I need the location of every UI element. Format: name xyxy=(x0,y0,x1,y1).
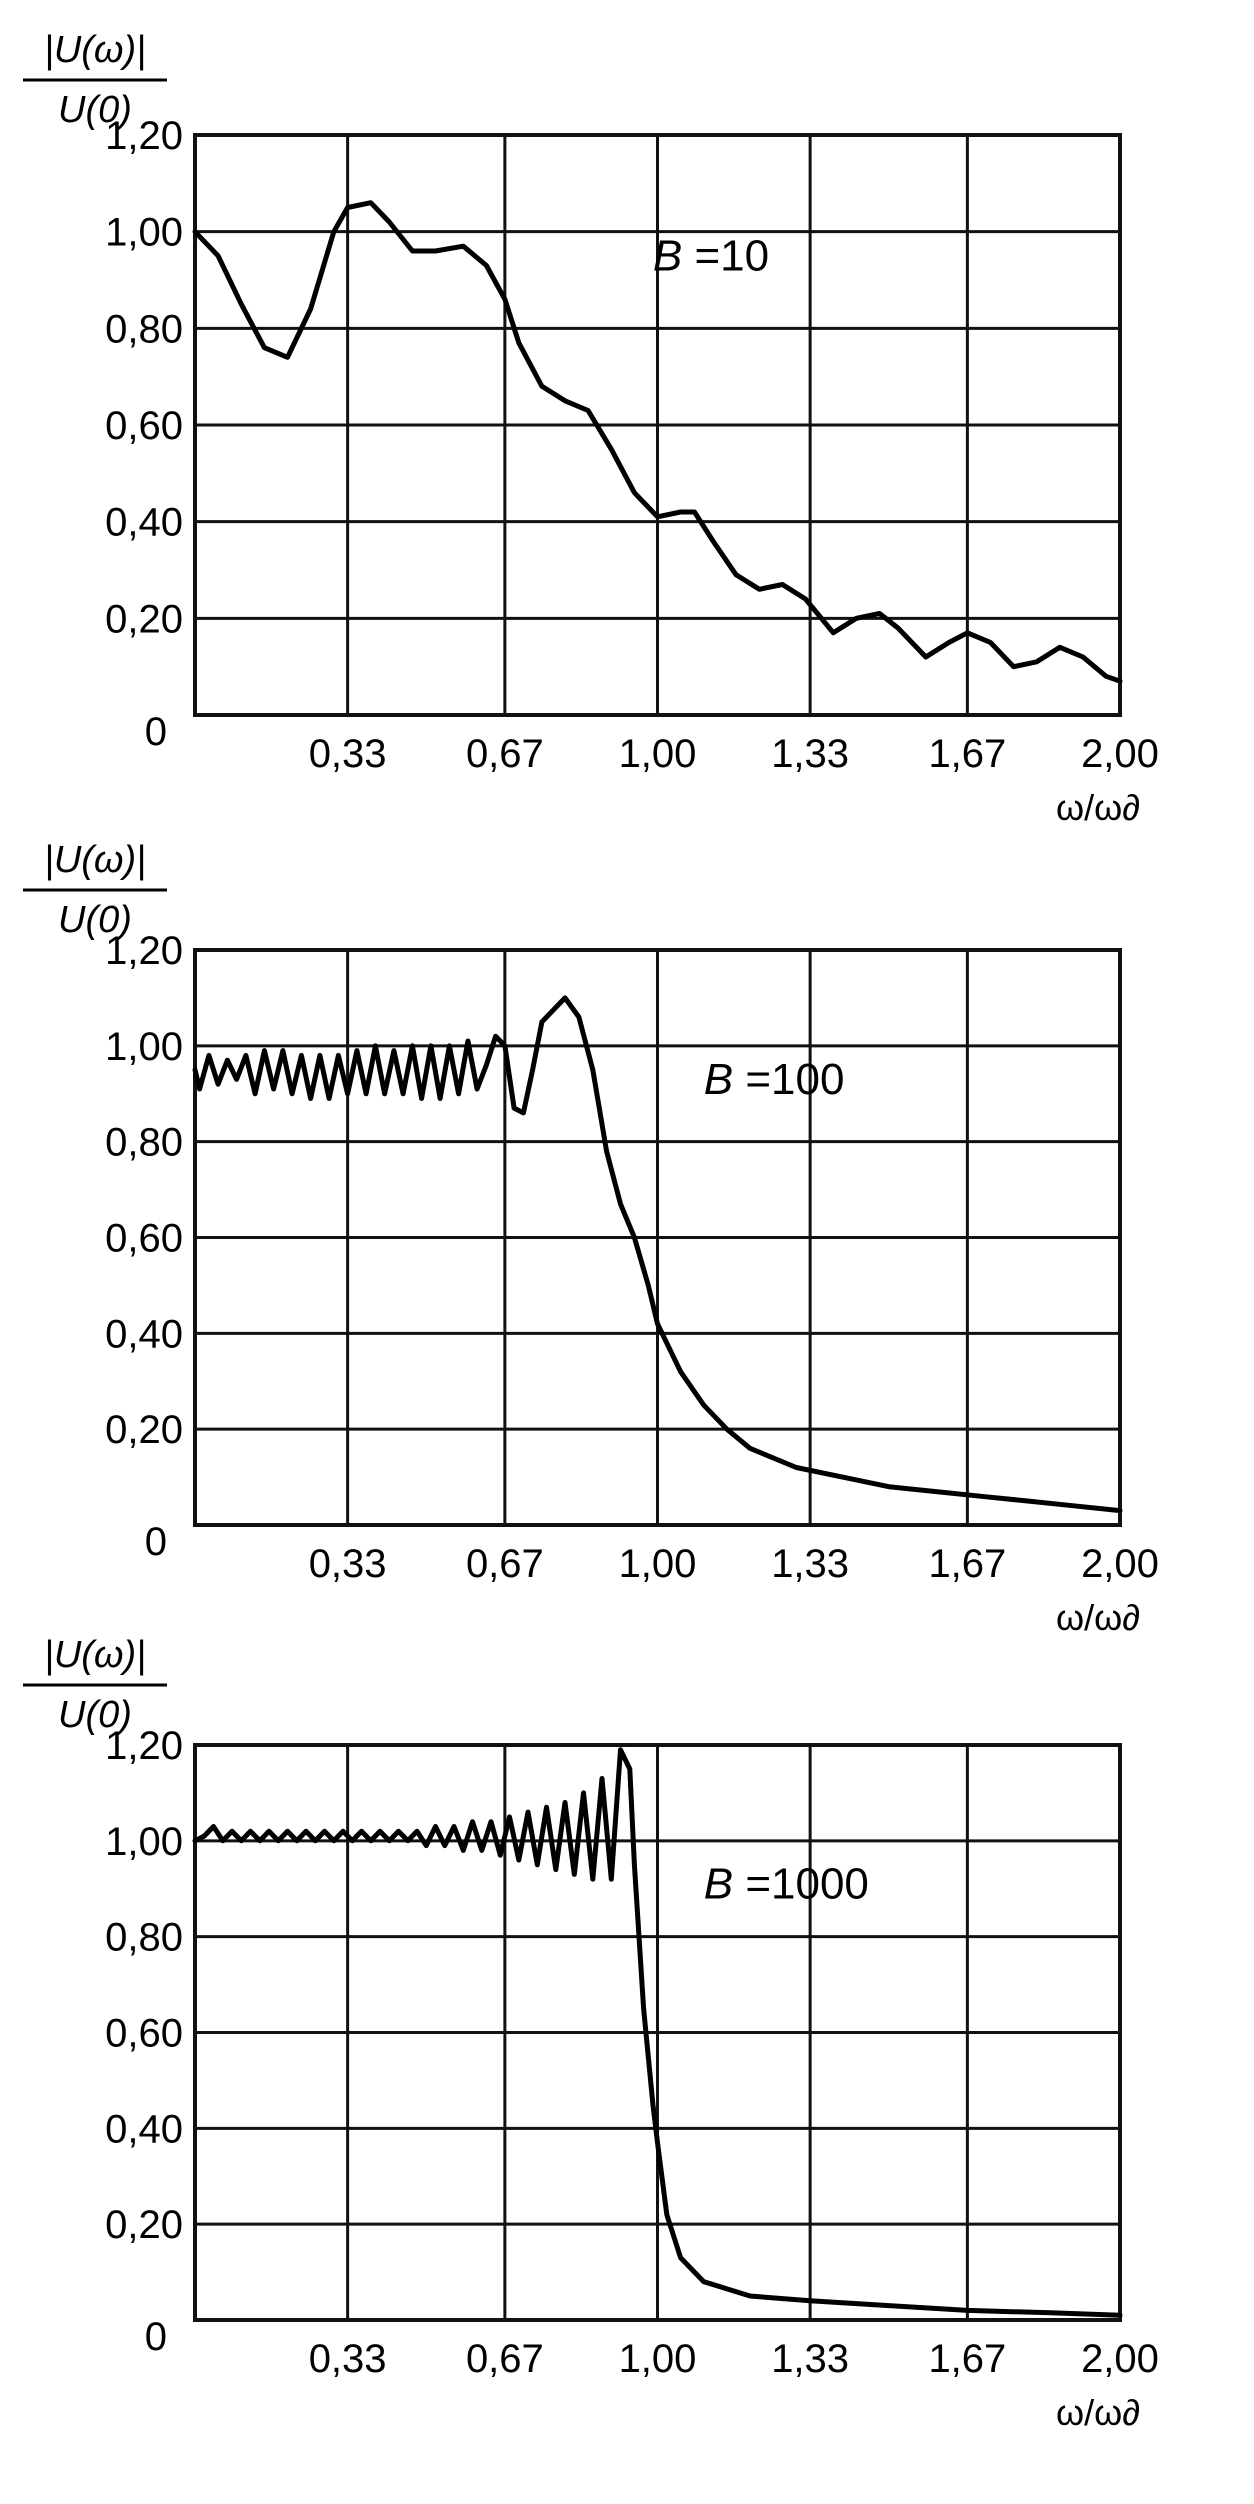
y-tick-label: 0,60 xyxy=(105,2012,183,2056)
x-tick-label: 1,00 xyxy=(619,1542,697,1586)
x-tick-label: 2,00 xyxy=(1081,1542,1159,1586)
y-axis-label-numerator: |U(ω)| xyxy=(44,1634,146,1676)
parameter-annotation: B =10 xyxy=(653,231,769,280)
x-tick-label: 0,67 xyxy=(466,2337,544,2381)
y-tick-label: 0,20 xyxy=(105,1408,183,1452)
y-tick-label: 0,40 xyxy=(105,2107,183,2151)
y-tick-label: 0,80 xyxy=(105,307,183,351)
y-tick-label: 1,00 xyxy=(105,211,183,255)
parameter-annotation: B =1000 xyxy=(704,1859,869,1908)
y-tick-label: 0,40 xyxy=(105,1312,183,1356)
y-tick-label: 0,80 xyxy=(105,1121,183,1165)
chart-panel-1: |U(ω)| U(0) 0 0,20 0,40 0,60 0,80 1,00 1,20 0,33 0… xyxy=(23,29,1159,828)
y-axis-label-denominator: U(0) xyxy=(58,899,132,941)
x-tick-label: 1,67 xyxy=(928,1542,1006,1586)
y-tick-label: 0,60 xyxy=(105,1217,183,1261)
y-tick-label: 1,20 xyxy=(105,929,183,973)
x-tick-label: 1,00 xyxy=(619,732,697,776)
x-tick-label: 0,33 xyxy=(309,732,387,776)
x-tick-label: 1,33 xyxy=(771,1542,849,1586)
plot-frame xyxy=(193,948,1122,1527)
x-tick-label: 2,00 xyxy=(1081,732,1159,776)
series-line xyxy=(192,1747,1123,2318)
x-tick-label: 0,33 xyxy=(309,1542,387,1586)
y-tick-label: 0,20 xyxy=(105,2203,183,2247)
y-axis-label-denominator: U(0) xyxy=(58,1694,132,1736)
series-line xyxy=(192,995,1123,1514)
parameter-annotation: B =100 xyxy=(704,1055,845,1104)
y-tick-label: 0 xyxy=(145,710,167,754)
x-tick-label: 0,67 xyxy=(466,732,544,776)
y-tick-label: 0,40 xyxy=(105,501,183,545)
x-tick-label: 1,33 xyxy=(771,732,849,776)
x-axis-label: ω/ω∂ xyxy=(1056,1597,1140,1638)
y-axis-label-numerator: |U(ω)| xyxy=(44,29,146,71)
y-tick-label: 0,20 xyxy=(105,597,183,641)
x-tick-label: 1,33 xyxy=(771,2337,849,2381)
x-axis-label: ω/ω∂ xyxy=(1056,2392,1140,2433)
y-tick-label: 0,60 xyxy=(105,404,183,448)
x-tick-label: 1,67 xyxy=(928,2337,1006,2381)
x-tick-label: 1,00 xyxy=(619,2337,697,2381)
x-tick-label: 2,00 xyxy=(1081,2337,1159,2381)
y-tick-label: 0 xyxy=(145,1520,167,1564)
y-tick-label: 1,20 xyxy=(105,1724,183,1768)
y-tick-label: 1,00 xyxy=(105,1820,183,1864)
chart-panel-3: |U(ω)| U(0) 0 0,20 0,40 0,60 0,80 1,00 1,20 0,33 0… xyxy=(23,1634,1159,2433)
y-axis-label-denominator: U(0) xyxy=(58,89,132,131)
x-tick-label: 0,67 xyxy=(466,1542,544,1586)
y-tick-label: 1,00 xyxy=(105,1025,183,1069)
series-line xyxy=(192,200,1123,684)
plot-frame xyxy=(193,1743,1122,2322)
x-tick-label: 1,67 xyxy=(928,732,1006,776)
x-axis-label: ω/ω∂ xyxy=(1056,787,1140,828)
y-tick-label: 1,20 xyxy=(105,114,183,158)
plot-frame xyxy=(193,133,1122,717)
y-tick-label: 0 xyxy=(145,2315,167,2359)
chart-panel-2: |U(ω)| U(0) 0 0,20 0,40 0,60 0,80 1,00 1,20 0,33 0… xyxy=(23,839,1159,1638)
x-tick-label: 0,33 xyxy=(309,2337,387,2381)
y-axis-label-numerator: |U(ω)| xyxy=(44,839,146,881)
y-tick-label: 0,80 xyxy=(105,1916,183,1960)
